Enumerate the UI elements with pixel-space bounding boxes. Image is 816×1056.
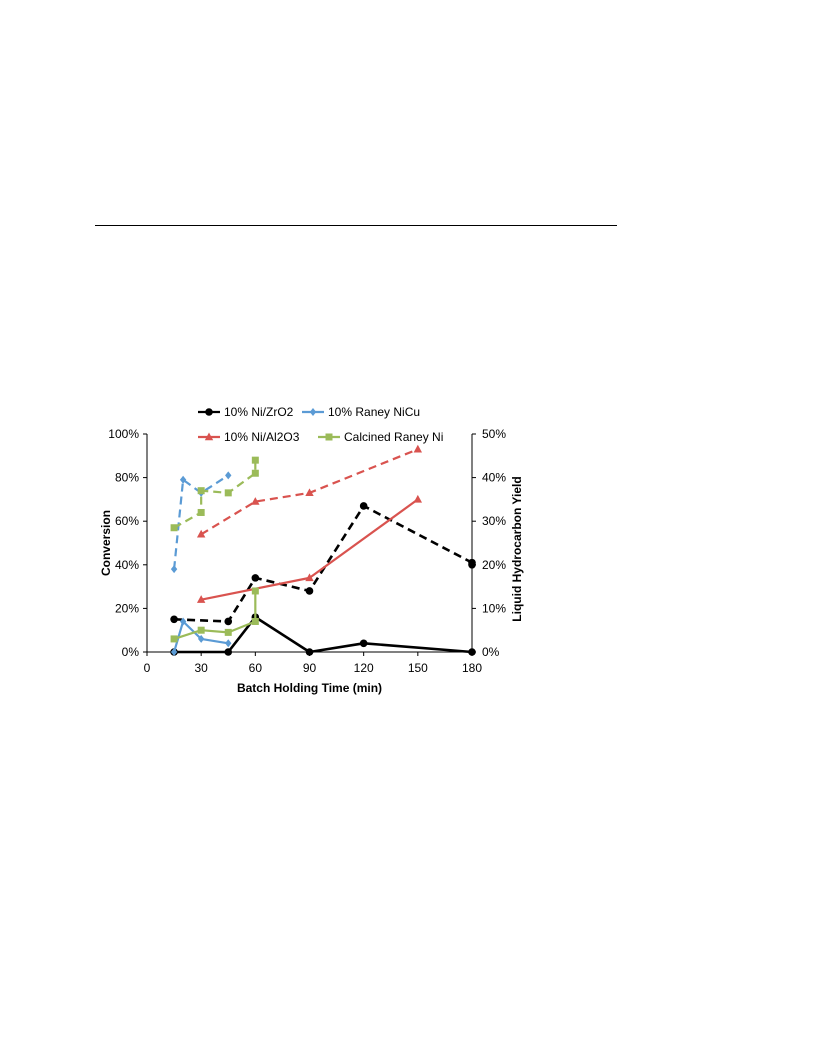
series-line-10-ni-zro2-right xyxy=(174,615,473,654)
y-tick-label-left: 80% xyxy=(115,471,139,485)
data-point-calcined-raney-ni xyxy=(170,524,178,532)
x-tick-label: 90 xyxy=(303,661,317,675)
data-point-10-ni-al2o3 xyxy=(196,595,206,603)
data-point-10-ni-al2o3 xyxy=(305,573,314,582)
data-point-10-ni-zro2 xyxy=(359,639,368,648)
y-tick-label-left: 40% xyxy=(115,558,139,572)
data-point-10-raney-nicu xyxy=(225,471,232,480)
data-point-10-raney-nicu xyxy=(170,648,178,656)
data-point-calcined-raney-ni xyxy=(251,587,259,595)
series-line-10-ni-al2o3-left xyxy=(200,448,419,536)
y-tick-label-right: 50% xyxy=(482,427,506,441)
data-point-10-ni-zro2 xyxy=(224,617,233,626)
x-tick-label: 120 xyxy=(354,661,374,675)
series-line-10-ni-al2o3-right xyxy=(200,498,419,601)
y-tick-label-left: 20% xyxy=(115,601,139,615)
data-point-calcined-raney-ni xyxy=(251,456,259,464)
data-point-calcined-raney-ni xyxy=(224,628,232,636)
data-point-10-ni-zro2 xyxy=(224,648,233,656)
y-axis-title-right: Liquid Hydrocarbon Yield xyxy=(510,476,524,621)
legend-marker-10-ni-al2o3 xyxy=(204,432,214,441)
data-point-10-raney-nicu xyxy=(197,634,205,643)
x-tick-label: 180 xyxy=(462,661,482,675)
x-tick-label: 60 xyxy=(249,661,263,675)
data-point-10-ni-zro2 xyxy=(305,648,314,656)
y-axis-title-left: Conversion xyxy=(99,510,113,576)
data-point-10-ni-al2o3 xyxy=(305,488,314,497)
x-axis-title: Batch Holding Time (min) xyxy=(237,681,382,695)
data-point-10-ni-al2o3 xyxy=(413,494,423,503)
legend-label-calcined-raney-ni: Calcined Raney Ni xyxy=(344,430,443,444)
data-point-10-raney-nicu xyxy=(179,617,187,626)
legend-label-10-ni-zro2: 10% Ni/ZrO2 xyxy=(224,405,294,419)
legend-label-10-ni-al2o3: 10% Ni/Al2O3 xyxy=(224,430,300,444)
data-point-10-raney-nicu xyxy=(225,639,232,648)
data-point-10-ni-zro2 xyxy=(359,502,368,510)
x-tick-label: 0 xyxy=(144,661,151,675)
series-line-calcined-raney-ni-left xyxy=(173,460,257,529)
data-point-10-ni-al2o3 xyxy=(413,444,423,453)
data-point-calcined-raney-ni xyxy=(251,469,259,477)
data-point-10-raney-nicu xyxy=(179,475,187,484)
data-point-calcined-raney-ni xyxy=(251,617,259,625)
y-tick-label-right: 30% xyxy=(482,514,506,528)
data-point-calcined-raney-ni xyxy=(170,635,178,643)
data-point-10-ni-al2o3 xyxy=(251,497,260,505)
horizontal-rule xyxy=(95,225,617,226)
data-point-calcined-raney-ni xyxy=(197,487,205,495)
y-tick-label-right: 40% xyxy=(482,471,506,485)
data-point-calcined-raney-ni xyxy=(197,508,205,516)
y-tick-label-left: 0% xyxy=(122,645,140,659)
data-point-10-ni-zro2 xyxy=(468,561,476,569)
y-tick-label-right: 10% xyxy=(482,601,506,615)
y-tick-label-left: 60% xyxy=(115,514,139,528)
data-point-calcined-raney-ni xyxy=(224,489,232,497)
data-point-10-ni-zro2 xyxy=(251,574,260,582)
data-point-10-raney-nicu xyxy=(170,565,178,574)
data-point-10-ni-zro2 xyxy=(468,648,476,656)
legend-marker-10-ni-zro2 xyxy=(205,408,213,416)
y-tick-label-right: 20% xyxy=(482,558,506,572)
data-point-10-ni-al2o3 xyxy=(196,529,206,538)
legend-marker-calcined-raney-ni xyxy=(325,433,333,441)
data-point-10-ni-zro2 xyxy=(170,615,178,624)
y-tick-label-right: 0% xyxy=(482,645,500,659)
data-point-10-ni-zro2 xyxy=(305,587,314,595)
x-tick-label: 30 xyxy=(194,661,208,675)
legend-label-10-raney-nicu: 10% Raney NiCu xyxy=(328,405,420,419)
data-point-calcined-raney-ni xyxy=(197,626,205,634)
y-tick-label-left: 100% xyxy=(108,427,139,441)
x-tick-label: 150 xyxy=(408,661,428,675)
legend-marker-10-raney-nicu xyxy=(309,408,317,416)
